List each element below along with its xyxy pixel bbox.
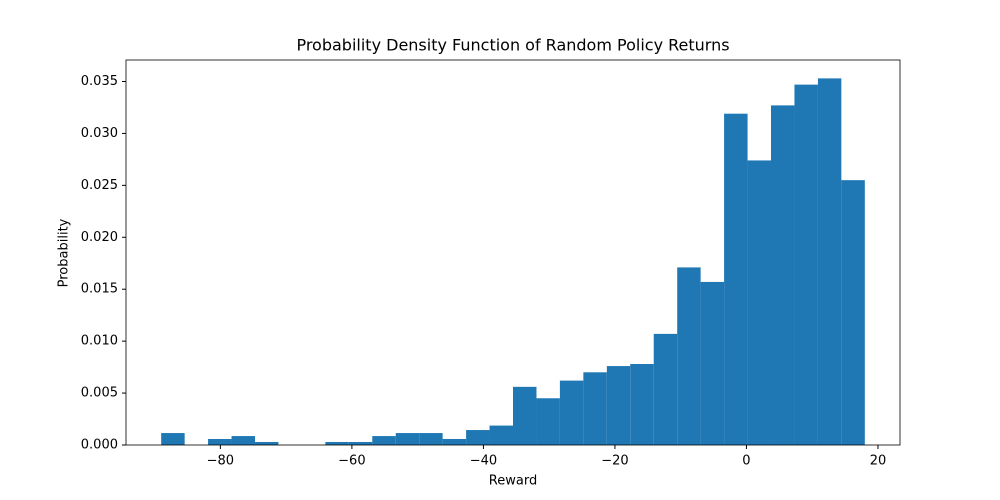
x-tick-label: −60 bbox=[338, 454, 365, 469]
bar bbox=[653, 333, 678, 445]
bar bbox=[794, 84, 818, 445]
bar bbox=[606, 366, 631, 445]
bar bbox=[419, 433, 443, 445]
y-axis-label: Probability bbox=[57, 218, 72, 287]
plot-frame bbox=[125, 59, 901, 446]
bar bbox=[231, 436, 256, 445]
bar bbox=[255, 441, 279, 445]
y-tick-label: 0.010 bbox=[81, 334, 118, 349]
x-tick-label: −40 bbox=[470, 454, 497, 469]
bar bbox=[841, 180, 865, 445]
bar bbox=[700, 281, 725, 445]
bar bbox=[161, 433, 185, 445]
bar bbox=[747, 160, 771, 445]
bar bbox=[724, 113, 748, 445]
x-tick-label: −80 bbox=[207, 454, 234, 469]
bar bbox=[208, 438, 232, 445]
bar bbox=[442, 438, 467, 445]
bar bbox=[513, 386, 537, 445]
bar bbox=[677, 267, 701, 445]
x-axis-label: Reward bbox=[489, 474, 537, 489]
y-tick-label: 0.030 bbox=[81, 126, 118, 141]
x-tick-label: −20 bbox=[601, 454, 628, 469]
bar bbox=[466, 430, 490, 445]
y-tick-label: 0.000 bbox=[81, 438, 118, 453]
bar bbox=[348, 441, 373, 445]
bar bbox=[817, 78, 842, 446]
y-tick-label: 0.015 bbox=[81, 282, 118, 297]
x-tick-label: 0 bbox=[742, 454, 750, 469]
bar bbox=[630, 363, 654, 445]
bar bbox=[583, 372, 607, 445]
y-tick-label: 0.035 bbox=[81, 74, 118, 89]
bar bbox=[770, 105, 795, 446]
bar bbox=[325, 441, 349, 445]
bar bbox=[536, 398, 560, 445]
bar bbox=[372, 436, 396, 445]
y-tick-label: 0.005 bbox=[81, 386, 118, 401]
y-tick-label: 0.020 bbox=[81, 230, 118, 245]
bar bbox=[489, 425, 513, 445]
x-tick-label: 20 bbox=[870, 454, 887, 469]
bar bbox=[559, 380, 584, 445]
chart-title: Probability Density Function of Random P… bbox=[296, 36, 729, 55]
y-tick-label: 0.025 bbox=[81, 178, 118, 193]
bar bbox=[395, 433, 420, 445]
